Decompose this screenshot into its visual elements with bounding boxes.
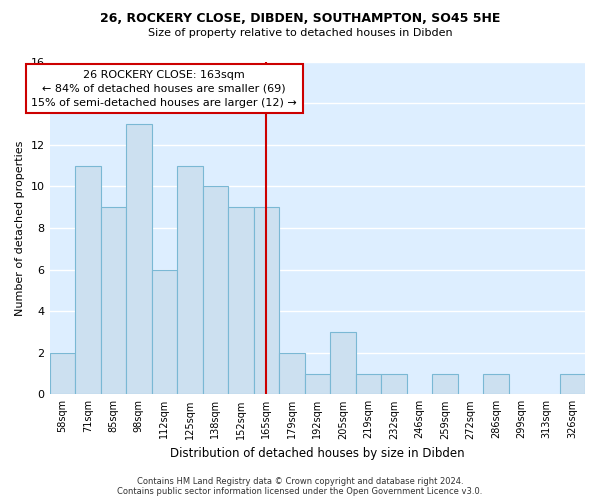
Bar [152,270,177,394]
Bar [432,374,458,394]
Bar [203,186,228,394]
Bar [483,374,509,394]
Y-axis label: Number of detached properties: Number of detached properties [15,140,25,316]
Bar [254,207,279,394]
Bar [126,124,152,394]
Bar [330,332,356,394]
Bar [177,166,203,394]
Bar [381,374,407,394]
Bar [228,207,254,394]
Bar [560,374,585,394]
Text: Contains HM Land Registry data © Crown copyright and database right 2024.
Contai: Contains HM Land Registry data © Crown c… [118,476,482,496]
Bar [305,374,330,394]
Bar [101,207,126,394]
Text: Size of property relative to detached houses in Dibden: Size of property relative to detached ho… [148,28,452,38]
X-axis label: Distribution of detached houses by size in Dibden: Distribution of detached houses by size … [170,447,464,460]
Bar [356,374,381,394]
Bar [75,166,101,394]
Text: 26 ROCKERY CLOSE: 163sqm
← 84% of detached houses are smaller (69)
15% of semi-d: 26 ROCKERY CLOSE: 163sqm ← 84% of detach… [31,70,297,108]
Text: 26, ROCKERY CLOSE, DIBDEN, SOUTHAMPTON, SO45 5HE: 26, ROCKERY CLOSE, DIBDEN, SOUTHAMPTON, … [100,12,500,26]
Bar [50,352,75,395]
Bar [279,352,305,395]
